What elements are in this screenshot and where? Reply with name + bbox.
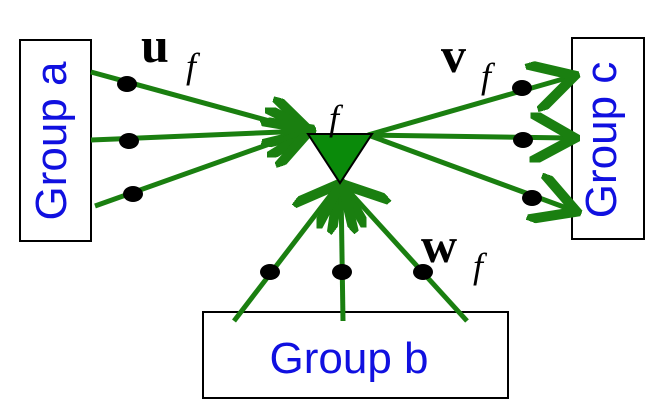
edges-group-c bbox=[367, 77, 572, 210]
factor-node bbox=[306, 133, 374, 185]
vector-label-v: v f bbox=[441, 27, 496, 96]
vector-label-u: u f bbox=[141, 17, 201, 86]
group-b-label: Group b bbox=[270, 334, 429, 383]
dot-c-2 bbox=[513, 132, 533, 148]
vector-w-symbol: w bbox=[421, 217, 457, 273]
dot-b-1 bbox=[260, 264, 280, 280]
edge-b-3 bbox=[346, 188, 469, 323]
vector-u-symbol: u bbox=[141, 17, 169, 73]
dot-c-3 bbox=[522, 190, 542, 206]
vector-v-subscript: f bbox=[481, 56, 496, 96]
dot-a-3 bbox=[123, 186, 143, 202]
edge-b-1 bbox=[232, 188, 336, 323]
factor-node-label: f bbox=[329, 98, 344, 138]
group-c-box: Group c bbox=[571, 37, 645, 240]
group-b-box: Group b bbox=[202, 311, 509, 399]
dot-b-2 bbox=[332, 264, 352, 280]
edge-c-1 bbox=[367, 77, 570, 138]
dot-a-2 bbox=[119, 133, 139, 149]
edge-c-2 bbox=[367, 135, 570, 138]
group-a-label: Group a bbox=[27, 61, 76, 221]
vector-w-subscript: f bbox=[473, 246, 488, 286]
edge-b-2 bbox=[341, 188, 343, 322]
dot-b-3 bbox=[413, 264, 433, 280]
dot-c-1 bbox=[512, 80, 532, 96]
edge-dots bbox=[117, 76, 542, 280]
vector-v-symbol: v bbox=[441, 27, 466, 83]
group-c-label: Group c bbox=[577, 62, 626, 219]
group-a-box: Group a bbox=[19, 39, 92, 242]
dot-a-1 bbox=[117, 76, 137, 92]
vector-u-subscript: f bbox=[186, 46, 201, 86]
edges-group-b bbox=[232, 188, 469, 323]
